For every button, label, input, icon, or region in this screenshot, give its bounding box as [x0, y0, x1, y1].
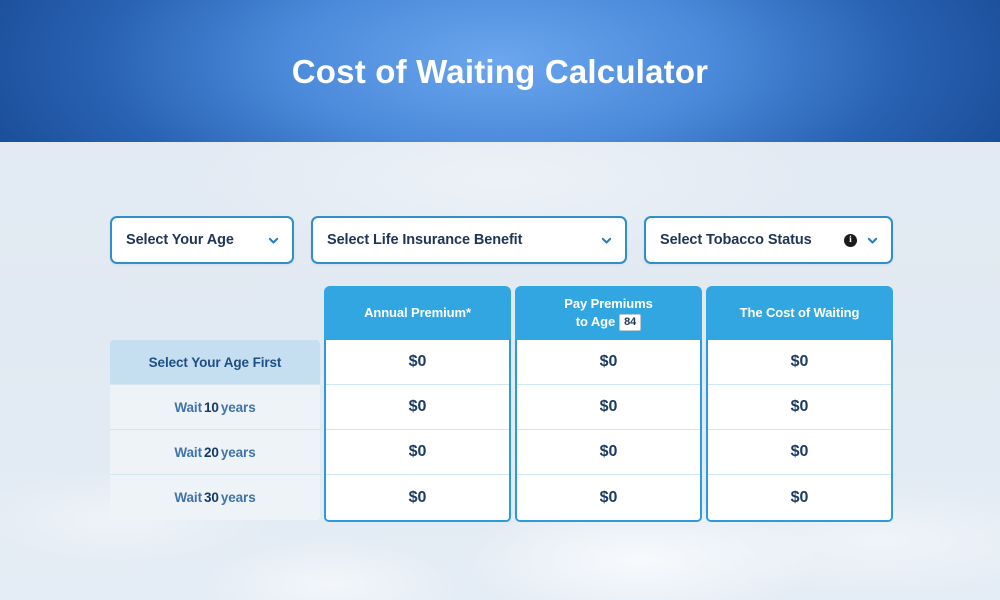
select-your-age-dropdown[interactable]: Select Your Age: [110, 216, 294, 264]
table-row-label-1: Wait 10 years: [110, 385, 320, 430]
select-tobacco-status-dropdown[interactable]: Select Tobacco Status i: [644, 216, 893, 264]
select-life-insurance-benefit-label: Select Life Insurance Benefit: [327, 232, 523, 248]
table-cell: $0: [517, 430, 700, 475]
column-pay-premiums-to-age: Pay Premiums to Age 84 $0 $0 $0 $0: [515, 286, 702, 522]
page-header-banner: Cost of Waiting Calculator: [0, 0, 1000, 142]
select-your-age-label: Select Your Age: [126, 232, 234, 248]
row-label-prefix: Wait: [174, 490, 202, 505]
row-label-prefix: Wait: [174, 444, 202, 460]
column-annual-premium: Annual Premium* $0 $0 $0 $0: [324, 286, 511, 522]
row-label-number: 30: [203, 490, 219, 505]
table-cell: $0: [326, 430, 509, 475]
row-label-suffix: years: [220, 444, 256, 460]
column-body-annual-premium: $0 $0 $0 $0: [324, 340, 511, 522]
row-label-column: Select Your Age First Wait 10 years Wait…: [110, 340, 320, 520]
column-header-line1: Pay Premiums: [564, 296, 653, 312]
row-label-number: 10: [203, 399, 219, 415]
column-body-pay-premiums-to-age: $0 $0 $0 $0: [515, 340, 702, 522]
row-label-prefix: Wait: [174, 399, 202, 415]
table-cell: $0: [517, 475, 700, 520]
table-row-label-0: Select Your Age First: [110, 340, 320, 385]
column-header-the-cost-of-waiting: The Cost of Waiting: [706, 286, 893, 340]
column-body-the-cost-of-waiting: $0 $0 $0 $0: [706, 340, 893, 522]
column-header-line1: The Cost of Waiting: [739, 305, 860, 321]
table-cell: $0: [708, 385, 891, 430]
select-tobacco-status-label: Select Tobacco Status: [660, 232, 812, 248]
table-cell: $0: [326, 385, 509, 430]
select-life-insurance-benefit-dropdown[interactable]: Select Life Insurance Benefit: [311, 216, 627, 264]
chevron-down-icon[interactable]: [601, 235, 612, 246]
table-cell: $0: [517, 385, 700, 430]
column-header-pay-premiums-to-age: Pay Premiums to Age 84: [515, 286, 702, 340]
page-title: Cost of Waiting Calculator: [291, 52, 709, 90]
row-label-suffix: years: [220, 399, 256, 415]
table-cell: $0: [708, 475, 891, 520]
chevron-down-icon[interactable]: [268, 235, 279, 246]
table-cell: $0: [708, 340, 891, 385]
table-row-label-2: Wait 20 years: [110, 430, 320, 475]
table-cell: $0: [326, 475, 509, 520]
column-header-line2-wrap: to Age 84: [575, 313, 642, 331]
results-table: Select Your Age First Wait 10 years Wait…: [110, 286, 893, 522]
table-cell: $0: [517, 340, 700, 385]
row-label-number: 20: [203, 444, 219, 460]
chevron-down-icon[interactable]: [867, 235, 878, 246]
table-row-label-3: Wait 30 years: [110, 475, 320, 520]
row-label-suffix: years: [220, 490, 256, 505]
selector-row: Select Your Age Select Life Insurance Be…: [110, 216, 893, 264]
info-icon[interactable]: i: [844, 233, 857, 247]
pay-to-age-input[interactable]: 84: [619, 313, 642, 331]
column-header-line2: to Age: [575, 313, 616, 329]
column-header-line1: Annual Premium*: [364, 305, 471, 321]
column-header-annual-premium: Annual Premium*: [324, 286, 511, 340]
column-the-cost-of-waiting: The Cost of Waiting $0 $0 $0 $0: [706, 286, 893, 522]
row-label-text: Select Your Age First: [148, 354, 282, 370]
main-content: Select Your Age Select Life Insurance Be…: [0, 142, 1000, 600]
table-cell: $0: [708, 430, 891, 475]
table-cell: $0: [326, 340, 509, 385]
